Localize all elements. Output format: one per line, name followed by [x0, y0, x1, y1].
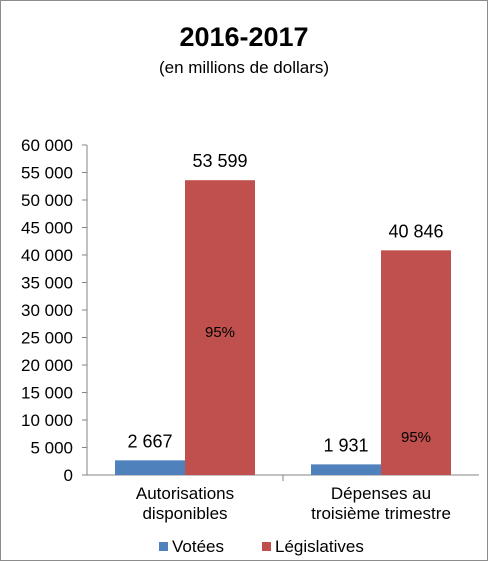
- x-category-label: troisième trimestre: [311, 504, 451, 523]
- bar-value-label: 2 667: [127, 431, 172, 451]
- y-tick-label: 50 000: [21, 191, 73, 210]
- y-tick-label: 35 000: [21, 274, 73, 293]
- legend: Votées Législatives: [159, 537, 364, 556]
- y-tick-label: 30 000: [21, 301, 73, 320]
- legend-swatch: [159, 542, 168, 551]
- x-category-label: Dépenses au: [331, 484, 431, 503]
- bar: [311, 464, 381, 475]
- legend-label: Votées: [172, 537, 224, 556]
- y-tick-label: 25 000: [21, 329, 73, 348]
- chart-title: 2016-2017: [179, 22, 308, 52]
- plot-area: 0 5 000 10 000 15 000 20 000 25 000 30 000 35 0…: [21, 136, 479, 523]
- y-tick-label: 45 000: [21, 219, 73, 238]
- y-tick-label: 15 000: [21, 384, 73, 403]
- bar-value-label: 53 599: [192, 151, 247, 171]
- bar-share-label: 95%: [401, 429, 431, 446]
- y-tick-label: 55 000: [21, 164, 73, 183]
- y-tick-label: 10 000: [21, 411, 73, 430]
- bar-value-label: 40 846: [388, 221, 443, 241]
- bar-value-label: 1 931: [323, 435, 368, 455]
- bar: [381, 250, 451, 475]
- y-tick-label: 0: [64, 466, 73, 485]
- y-tick-label: 60 000: [21, 136, 73, 155]
- legend-swatch: [262, 542, 271, 551]
- bar: [185, 180, 255, 475]
- legend-label: Législatives: [275, 537, 364, 556]
- x-category-label: Autorisations: [136, 484, 234, 503]
- y-tick-label: 40 000: [21, 246, 73, 265]
- y-tick-label: 20 000: [21, 356, 73, 375]
- x-category-label: disponibles: [142, 504, 227, 523]
- chart-subtitle: (en millions de dollars): [159, 58, 329, 77]
- y-tick-label: 5 000: [30, 439, 73, 458]
- bar-share-label: 95%: [205, 324, 235, 341]
- bar: [115, 460, 185, 475]
